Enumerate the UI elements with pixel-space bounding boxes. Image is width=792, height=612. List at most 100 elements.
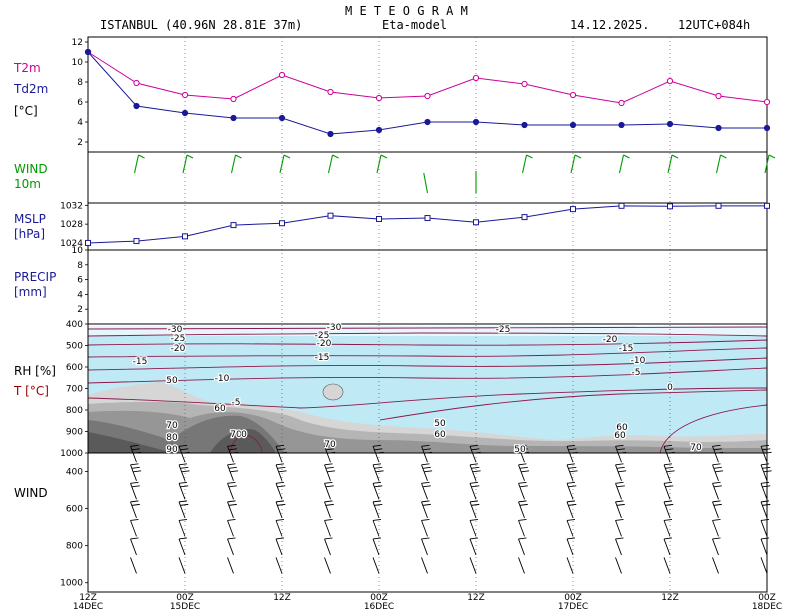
windprof-feather	[275, 481, 285, 484]
precip-tick-label: 10	[72, 246, 84, 256]
wind10-feather	[574, 154, 582, 159]
windprof-barb	[566, 500, 577, 519]
rh-tick-label: 800	[66, 406, 83, 416]
windprof-shaft	[469, 501, 477, 519]
windprof-barb	[712, 481, 722, 500]
mslp-point	[182, 233, 188, 240]
windprof-shaft	[372, 501, 380, 519]
wind10-shaft	[570, 154, 576, 174]
windprof-shaft	[760, 557, 768, 574]
windprof-feather	[131, 466, 140, 469]
windprof-shaft	[760, 483, 768, 500]
windprof-feather	[663, 537, 673, 540]
wind10-feather	[720, 154, 727, 159]
windprof-shaft	[372, 538, 380, 556]
windprof-feather	[181, 451, 190, 454]
windprof-shaft	[178, 483, 186, 500]
mslp-unit-label: [hPa]	[14, 227, 45, 241]
t2m-point	[181, 91, 189, 99]
windprof-barb	[663, 463, 675, 481]
windprof-feather	[713, 466, 722, 469]
windprof-feather	[566, 500, 576, 503]
rh-tick-label: 900	[66, 428, 83, 438]
windprof-barb	[227, 481, 237, 500]
windprof-feather	[422, 503, 431, 506]
windprof-barb	[469, 537, 479, 556]
windprof-tick-label: 400	[66, 468, 83, 478]
mslp-label: MSLP	[14, 212, 46, 226]
windprof-barb	[469, 518, 479, 537]
precip-tick-label: 6	[77, 276, 83, 286]
windprof-feather	[519, 503, 528, 506]
wind10-shaft	[182, 154, 188, 174]
x-tick-hour: 12Z	[79, 593, 97, 603]
windprof-barb	[130, 481, 140, 500]
wind10-shaft	[279, 154, 285, 174]
windprof-barb	[178, 518, 188, 537]
windprof-barb	[712, 557, 719, 574]
windprof-shaft	[566, 446, 574, 463]
windprof-feather	[712, 500, 721, 503]
windprof-barb	[663, 500, 674, 519]
windprof-feather	[566, 537, 576, 540]
wind10-feather	[235, 154, 242, 159]
contour-labels: 50607080906070506070506070-30-25-20-15-1…	[131, 322, 703, 456]
windprof-feather	[178, 481, 188, 484]
wind10-barb	[327, 154, 339, 174]
windprof-feather	[327, 451, 336, 454]
windprof-barb	[227, 500, 237, 519]
temp-contour-label: -30	[327, 323, 342, 333]
windprof-feather	[469, 500, 479, 503]
windprof-feather	[665, 448, 674, 451]
wind10-shaft	[667, 154, 673, 174]
rh-tick-label: 700	[66, 385, 83, 395]
wind10-shaft	[521, 154, 528, 174]
windprof-feather	[421, 481, 430, 484]
windprof-shaft	[469, 483, 477, 500]
windprof-feather	[760, 537, 770, 540]
windprof-feather	[566, 518, 576, 521]
mslp-point	[667, 203, 673, 210]
windprof-shaft	[421, 464, 428, 481]
precip-unit-label: [mm]	[14, 285, 47, 299]
windprof-shaft	[469, 464, 477, 481]
wind10-feather	[671, 154, 679, 159]
windprof-barb	[324, 518, 333, 537]
windprof-shaft	[372, 446, 380, 463]
windprof-barb	[372, 557, 380, 574]
rh-shading	[87, 324, 768, 454]
wind10-shaft	[618, 154, 625, 174]
windprof-feather	[519, 466, 528, 469]
windprof-barb	[372, 463, 384, 481]
td2m-point	[278, 114, 286, 122]
windprof-barb	[324, 537, 333, 556]
mslp-point	[715, 202, 722, 209]
x-tick-hour: 00Z	[564, 593, 582, 603]
rh-contour-label: 70	[690, 443, 702, 453]
location-label: ISTANBUL (40.96N 28.81E 37m)	[100, 18, 302, 32]
windprof-barb	[178, 463, 190, 481]
windprof-feather	[424, 470, 433, 473]
x-tick-hour: 12Z	[661, 593, 679, 603]
windprof-feather	[518, 537, 527, 540]
windprof-shaft	[421, 538, 428, 556]
temp-contour-label: -30	[168, 325, 183, 335]
x-tick-hour: 00Z	[176, 593, 194, 603]
windprof-feather	[568, 448, 577, 451]
windprof-feather	[518, 463, 527, 466]
windprof-feather	[133, 451, 142, 454]
wind10-barb	[667, 154, 679, 174]
wind10-label: WIND	[14, 162, 48, 176]
td2m-point	[424, 118, 431, 126]
wind10-barb	[230, 154, 242, 174]
windprof-feather	[665, 503, 674, 506]
windprof-barb	[130, 518, 139, 537]
windprof-feather	[615, 537, 624, 540]
windprof-shaft	[178, 520, 186, 537]
windprof-feather	[374, 448, 383, 451]
windprof-shaft	[275, 483, 283, 500]
windprof-feather	[665, 485, 674, 488]
windprof-feather	[181, 470, 190, 473]
windprof-feather	[519, 485, 528, 488]
